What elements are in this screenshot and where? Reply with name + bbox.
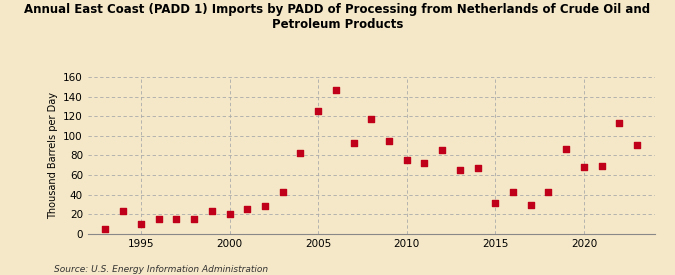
Point	[207, 209, 217, 213]
Point	[224, 212, 235, 216]
Y-axis label: Thousand Barrels per Day: Thousand Barrels per Day	[47, 92, 57, 219]
Point	[525, 203, 536, 208]
Point	[561, 146, 572, 151]
Point	[632, 142, 643, 147]
Point	[331, 87, 341, 92]
Point	[508, 189, 518, 194]
Point	[313, 109, 323, 114]
Point	[277, 189, 288, 194]
Point	[578, 165, 589, 169]
Text: Source: U.S. Energy Information Administration: Source: U.S. Energy Information Administ…	[54, 265, 268, 274]
Point	[366, 117, 377, 121]
Point	[614, 121, 625, 125]
Point	[259, 204, 270, 208]
Point	[454, 168, 465, 172]
Point	[383, 139, 394, 143]
Point	[596, 164, 607, 168]
Point	[136, 222, 146, 226]
Point	[543, 189, 554, 194]
Point	[153, 217, 164, 221]
Point	[490, 201, 501, 206]
Point	[117, 209, 128, 213]
Text: Annual East Coast (PADD 1) Imports by PADD of Processing from Netherlands of Cru: Annual East Coast (PADD 1) Imports by PA…	[24, 3, 651, 31]
Point	[401, 158, 412, 163]
Point	[100, 227, 111, 231]
Point	[295, 151, 306, 156]
Point	[419, 161, 430, 165]
Point	[171, 217, 182, 221]
Point	[472, 166, 483, 170]
Point	[188, 217, 200, 221]
Point	[348, 141, 359, 145]
Point	[242, 207, 252, 211]
Point	[437, 148, 448, 153]
